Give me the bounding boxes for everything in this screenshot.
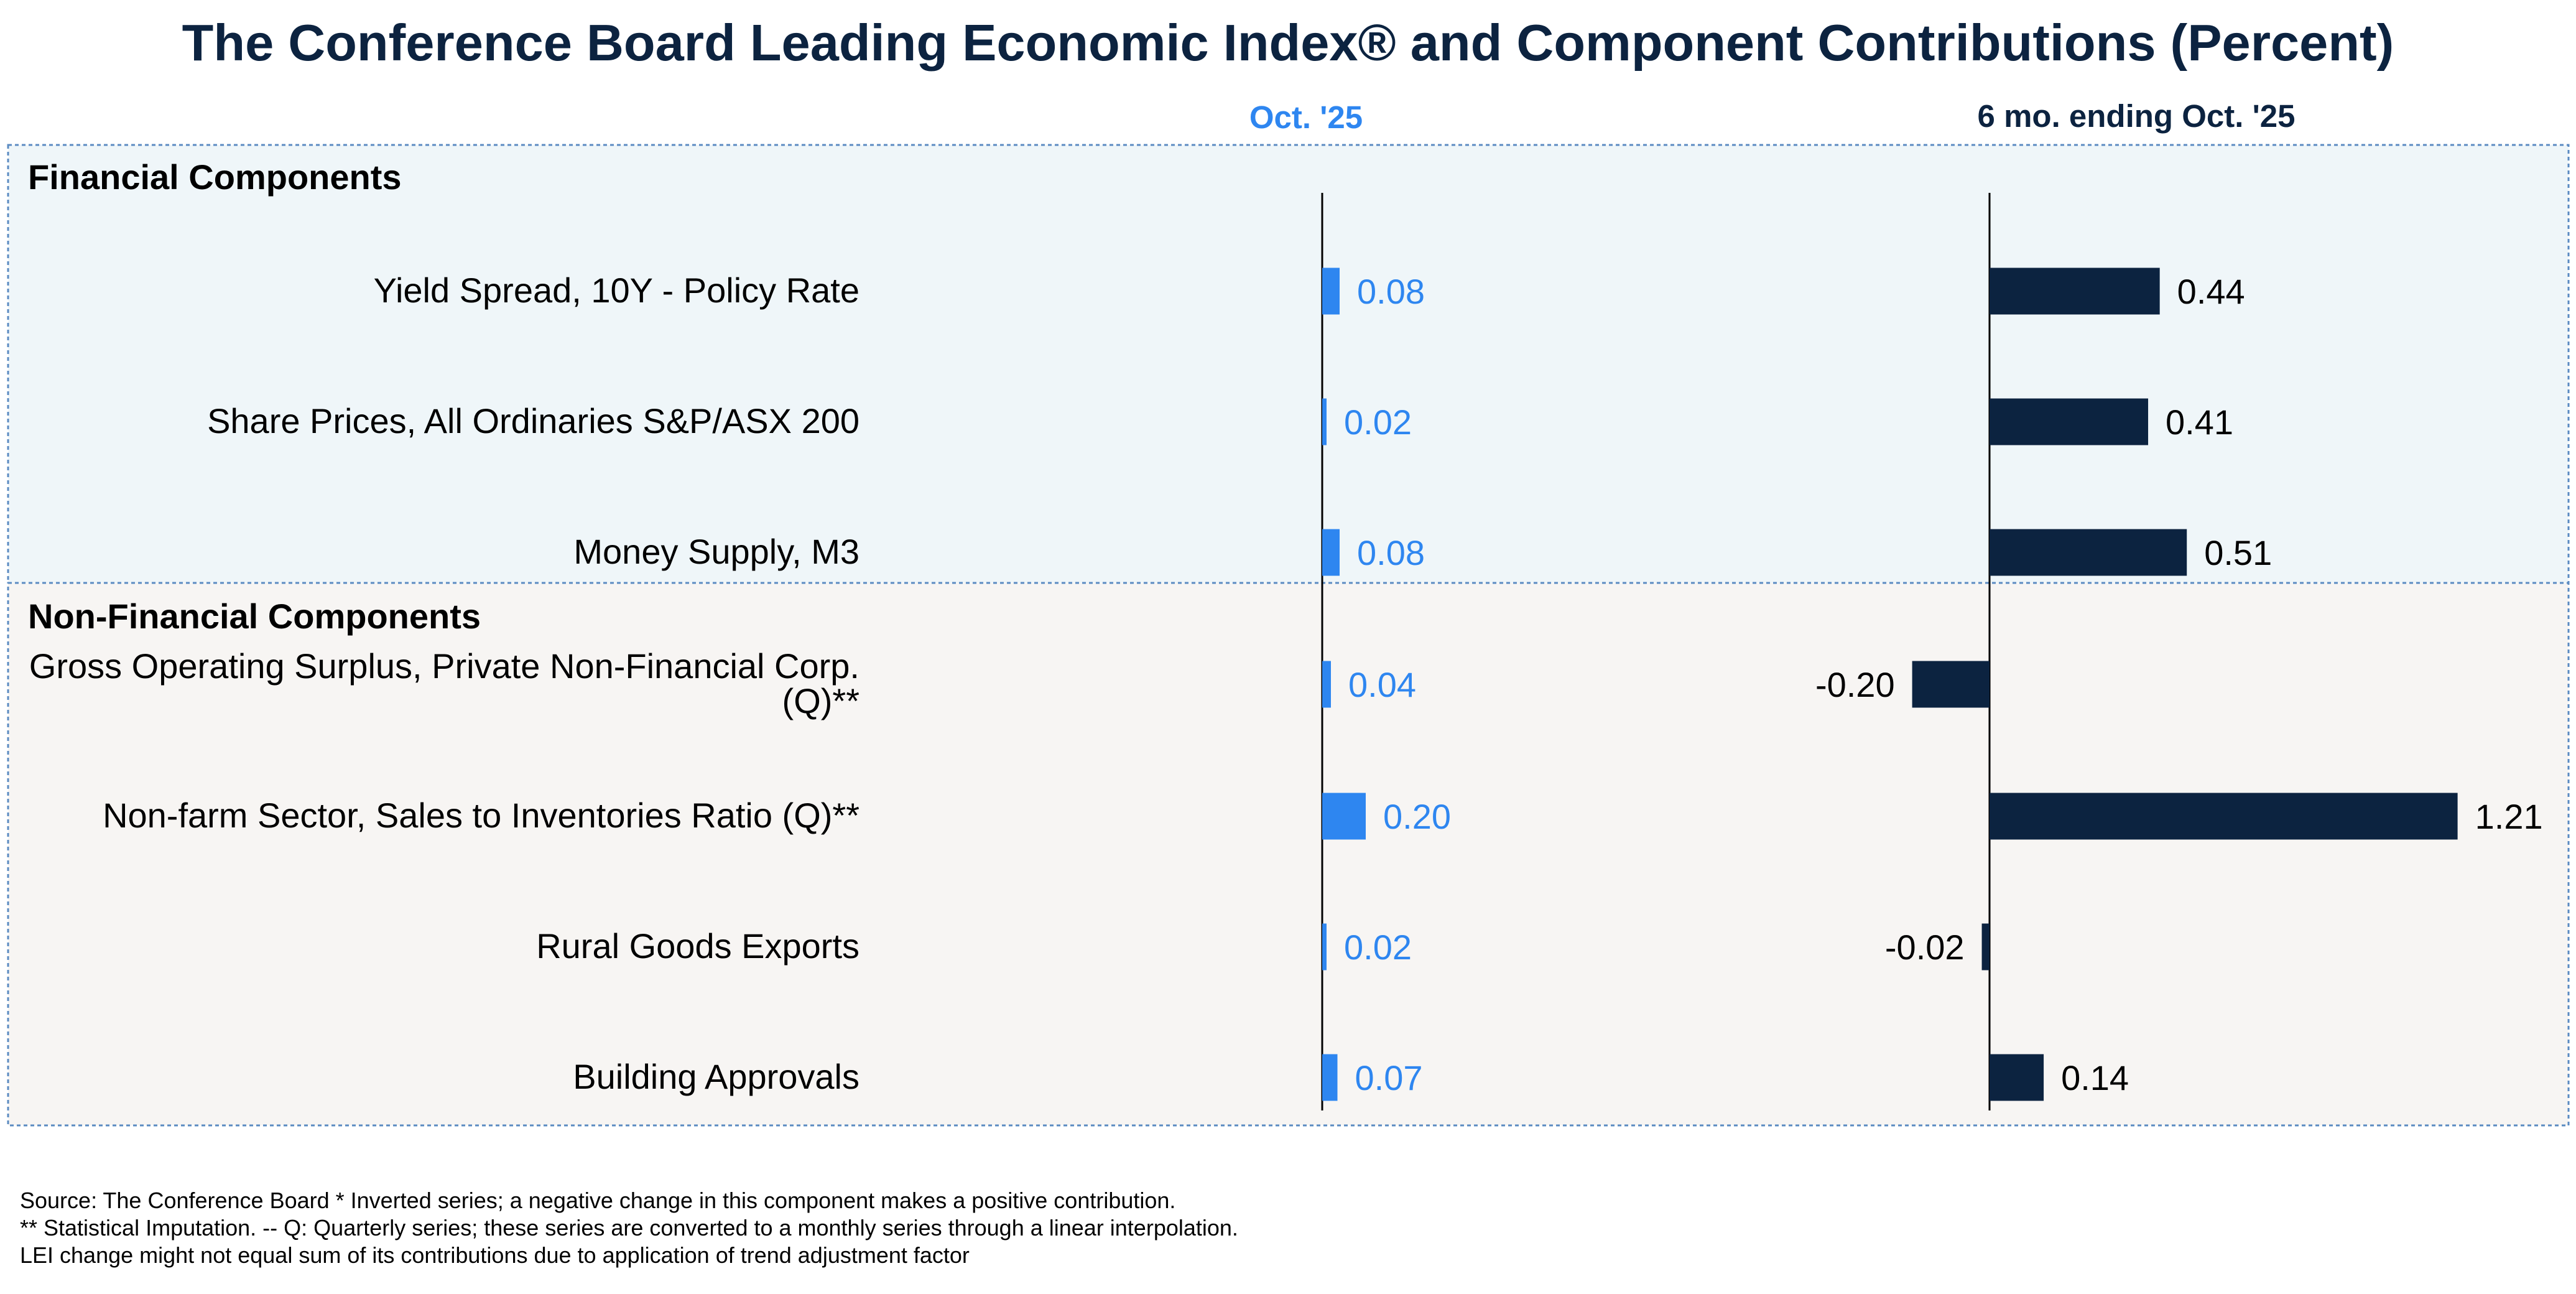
financial-section-background xyxy=(7,144,2570,584)
bars-six-month: 0.44 0.41 0.51 -0.20 1.21 -0.02 0.14 xyxy=(1815,268,2543,1101)
bar-oct xyxy=(1322,529,1340,576)
bar-six-month xyxy=(1990,268,2160,315)
bar-oct xyxy=(1322,793,1366,840)
bar-six-month xyxy=(1981,923,1990,970)
bar-six-month xyxy=(1990,529,2187,576)
category-label: Non-farm Sector, Sales to Inventories Ra… xyxy=(103,796,859,835)
category-label: Yield Spread, 10Y - Policy Rate xyxy=(374,271,859,310)
category-label: Rural Goods Exports xyxy=(536,926,859,966)
data-label-oct: 0.02 xyxy=(1344,928,1412,967)
bar-six-month xyxy=(1912,661,1990,708)
data-label-oct: 0.20 xyxy=(1383,797,1451,836)
footnote-trend: LEI change might not equal sum of its co… xyxy=(20,1242,970,1268)
data-label-six-month: -0.02 xyxy=(1885,928,1965,967)
bar-oct xyxy=(1322,268,1340,315)
data-label-six-month: 0.44 xyxy=(2177,272,2245,311)
series-header-oct: Oct. '25 xyxy=(1249,100,1363,135)
section-heading-financial: Financial Components xyxy=(28,157,402,197)
series-header-six-month: 6 mo. ending Oct. '25 xyxy=(1978,98,2296,134)
data-label-oct: 0.04 xyxy=(1348,665,1416,704)
footnote-source: Source: The Conference Board * Inverted … xyxy=(20,1188,1175,1213)
data-label-oct: 0.08 xyxy=(1357,533,1425,572)
data-label-six-month: 1.21 xyxy=(2475,797,2543,836)
category-label: (Q)** xyxy=(782,681,859,720)
nonfinancial-section-background xyxy=(7,582,2570,1127)
bar-six-month xyxy=(1990,793,2458,840)
chart-title: The Conference Board Leading Economic In… xyxy=(182,14,2394,72)
category-label: Gross Operating Surplus, Private Non-Fin… xyxy=(29,646,859,686)
bar-oct xyxy=(1322,398,1327,445)
category-labels: Yield Spread, 10Y - Policy Rate Share Pri… xyxy=(29,271,859,1096)
bar-oct xyxy=(1322,923,1327,970)
bars-oct: 0.08 0.02 0.08 0.04 0.20 0.02 0.07 xyxy=(1322,268,1451,1101)
data-label-oct: 0.08 xyxy=(1357,272,1425,311)
category-label: Building Approvals xyxy=(573,1057,859,1096)
footnote-imputation: ** Statistical Imputation. -- Q: Quarter… xyxy=(20,1215,1238,1240)
bar-oct xyxy=(1322,661,1331,708)
data-label-six-month: 0.41 xyxy=(2166,403,2233,442)
category-label: Share Prices, All Ordinaries S&P/ASX 200 xyxy=(207,401,859,440)
data-label-oct: 0.02 xyxy=(1344,403,1412,442)
bar-six-month xyxy=(1990,398,2149,445)
data-label-six-month: 0.14 xyxy=(2061,1058,2129,1097)
data-label-oct: 0.07 xyxy=(1355,1058,1423,1097)
bar-oct xyxy=(1322,1054,1338,1101)
data-label-six-month: -0.20 xyxy=(1815,665,1895,704)
data-label-six-month: 0.51 xyxy=(2204,533,2272,572)
bar-six-month xyxy=(1990,1054,2044,1101)
category-label: Money Supply, M3 xyxy=(573,532,859,571)
section-heading-nonfinancial: Non-Financial Components xyxy=(28,597,481,636)
